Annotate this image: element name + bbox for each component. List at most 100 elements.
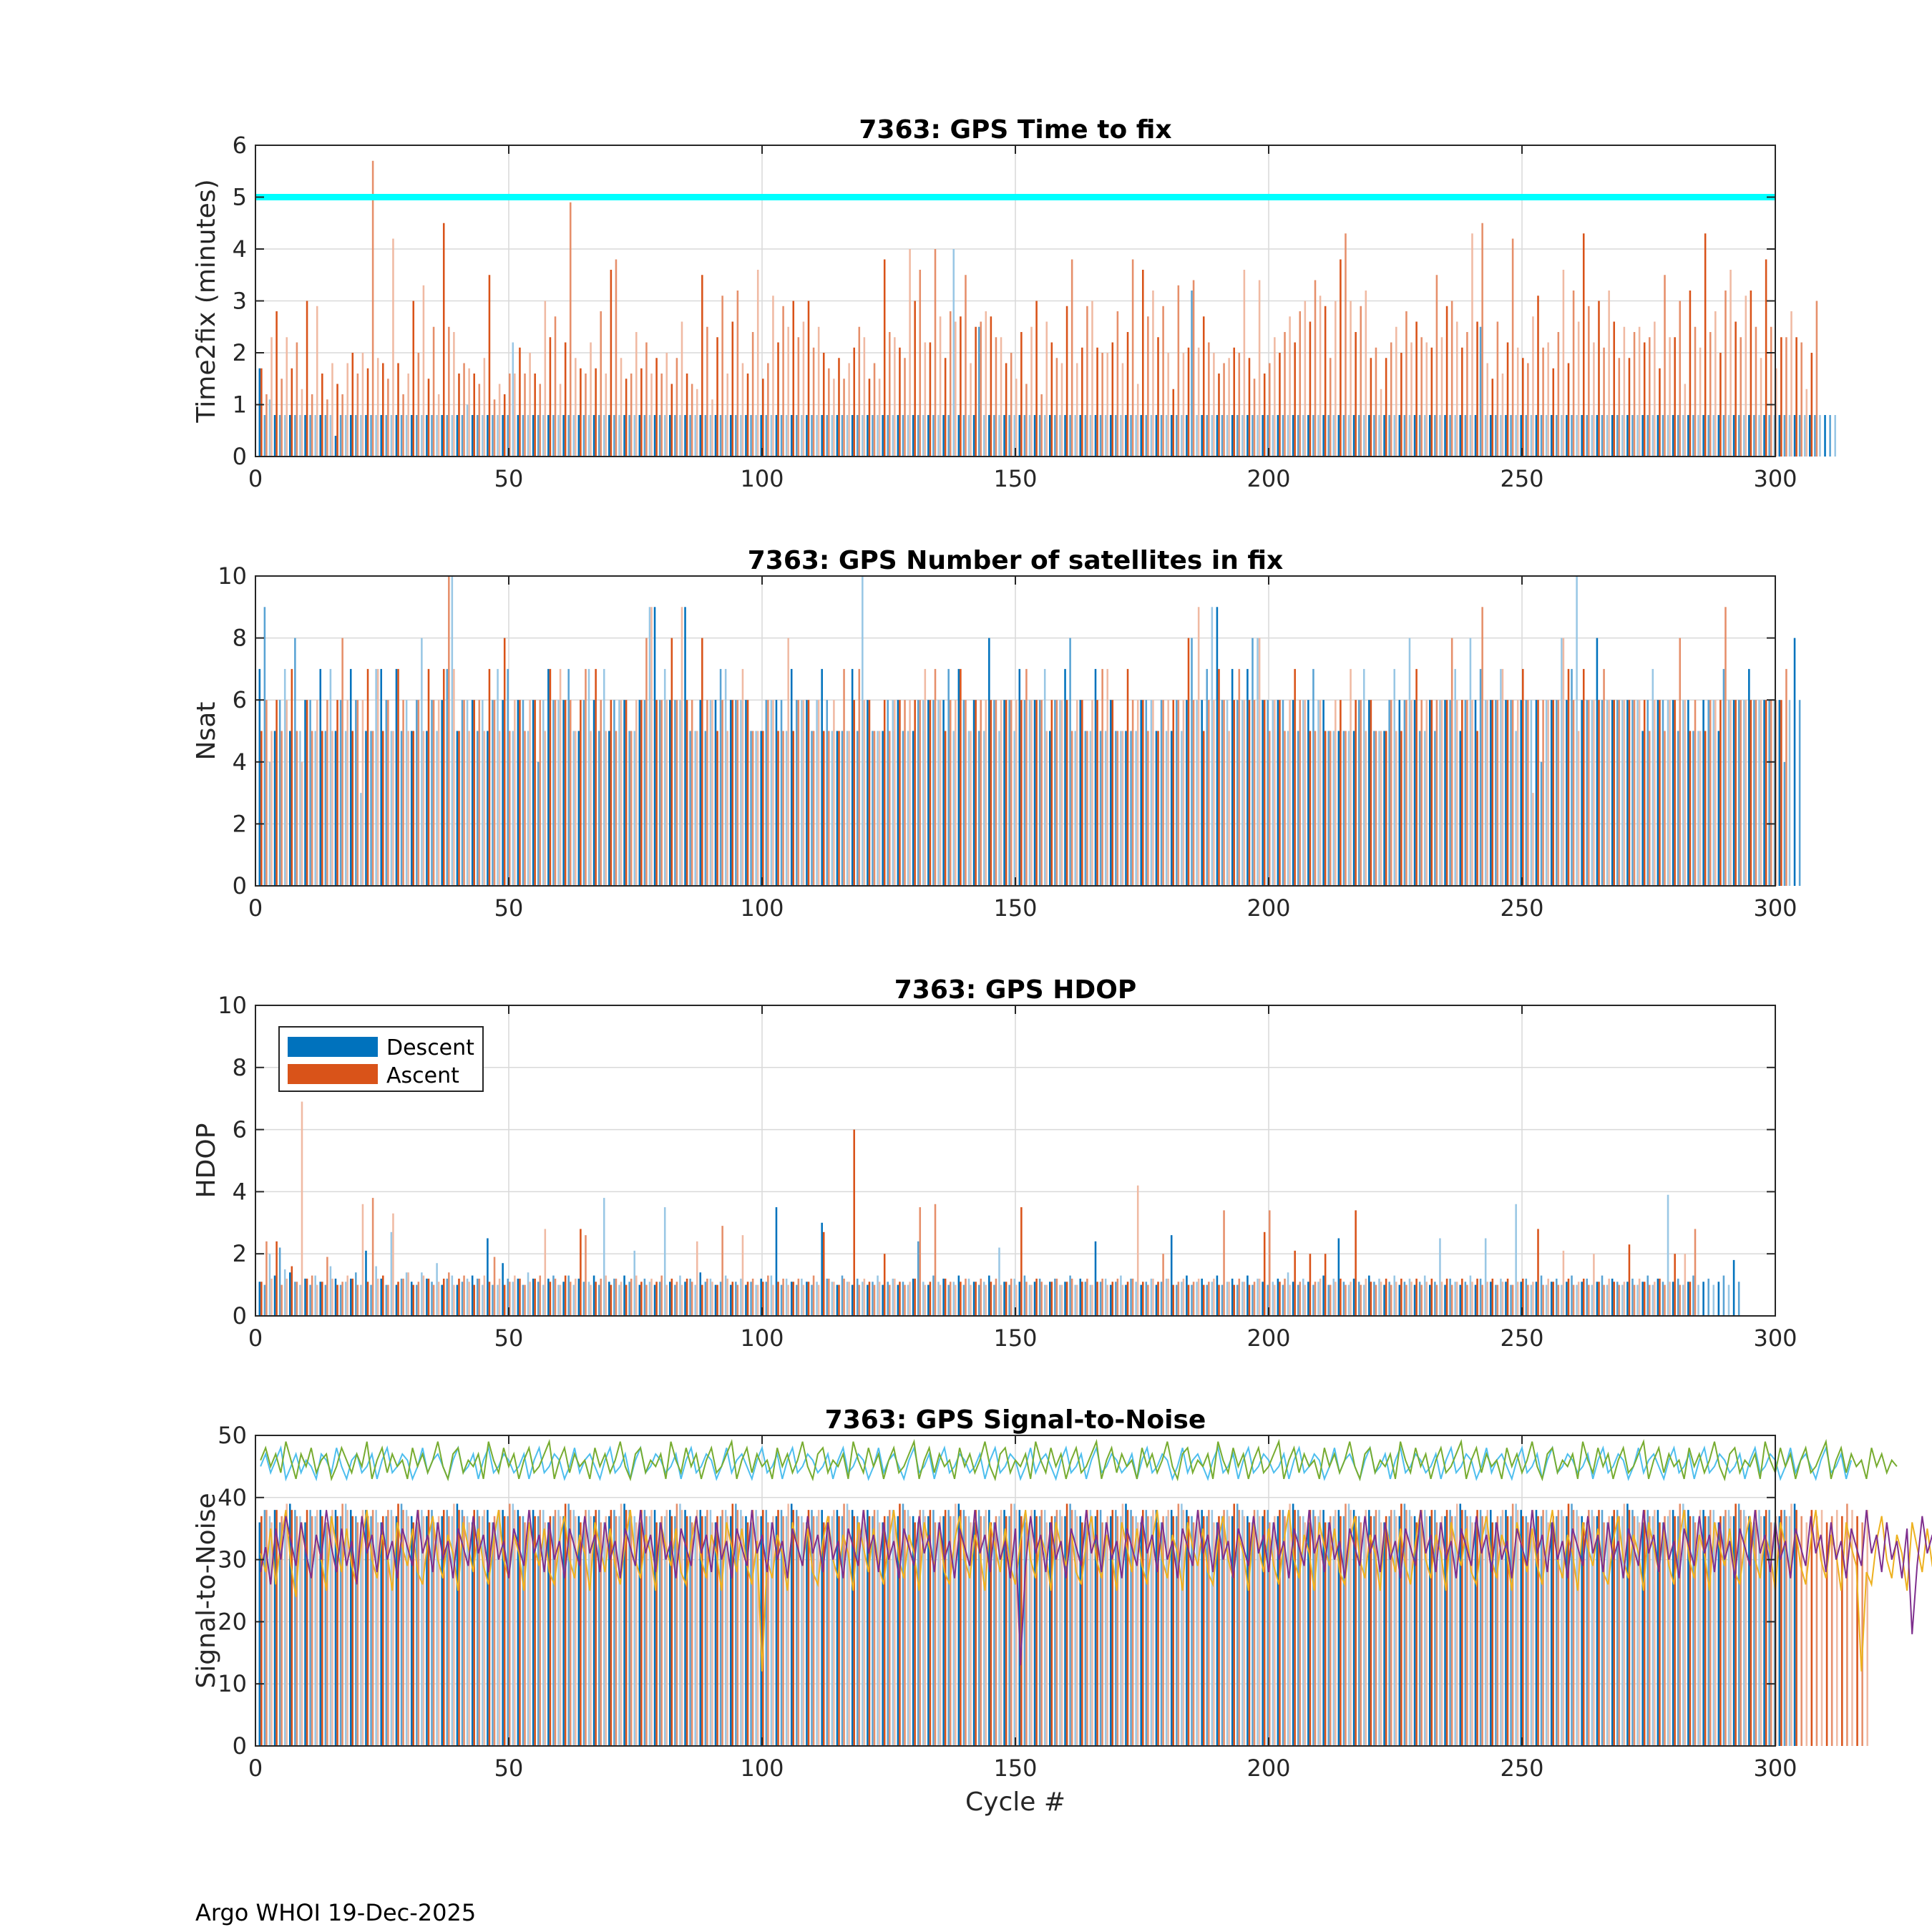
bar-descent: [1084, 1282, 1087, 1316]
bar-ascent: [817, 1284, 820, 1316]
bar-descent: [1246, 415, 1249, 457]
bar-ascent: [1263, 1510, 1266, 1746]
bar-descent: [395, 668, 398, 886]
bar-descent: [1272, 1522, 1274, 1746]
bar-ascent: [437, 394, 440, 457]
x-tick-label: 50: [494, 894, 524, 922]
bar-descent: [957, 415, 960, 457]
bar-descent: [740, 1510, 742, 1746]
bar-ascent: [1390, 342, 1392, 457]
bar-descent: [1089, 415, 1092, 457]
bar-ascent: [1284, 1278, 1286, 1316]
bar-ascent: [1415, 321, 1418, 457]
bar-ascent: [970, 731, 972, 886]
bar-descent: [887, 700, 889, 886]
bar-ascent: [580, 1229, 582, 1316]
bar-descent: [592, 1275, 595, 1316]
bar-descent: [841, 415, 844, 457]
bar-ascent: [686, 1516, 688, 1746]
bar-ascent: [1202, 1284, 1205, 1316]
bar-ascent: [1603, 668, 1605, 886]
bar-ascent: [670, 638, 673, 886]
bar-ascent: [1177, 1282, 1180, 1316]
bar-ascent: [1096, 700, 1098, 886]
bar-descent: [258, 368, 261, 457]
bar-ascent: [1547, 700, 1549, 886]
bar-descent: [456, 1503, 459, 1746]
bar-ascent: [1420, 1284, 1423, 1316]
legend-label-descent: Descent: [386, 1035, 474, 1060]
bar-descent: [1362, 1522, 1365, 1746]
bar-ascent: [787, 1284, 789, 1316]
bar-descent: [1449, 1510, 1451, 1746]
bar-ascent: [1516, 347, 1519, 457]
bar-ascent: [296, 342, 298, 457]
bar-ascent: [960, 316, 962, 457]
bar-ascent: [1649, 1516, 1651, 1746]
bar-descent: [816, 1516, 818, 1746]
bar-descent: [1084, 415, 1087, 457]
bar-ascent: [275, 1510, 278, 1746]
bar-ascent: [1162, 1254, 1164, 1316]
bar-descent: [1322, 1275, 1324, 1316]
bar-ascent: [919, 270, 922, 457]
bar-descent: [1089, 1510, 1092, 1746]
bar-descent: [1515, 415, 1517, 457]
bar-ascent: [270, 337, 273, 457]
bar-ascent: [397, 668, 399, 886]
legend: Descent Ascent: [278, 1026, 484, 1092]
bar-descent: [1505, 415, 1507, 457]
bar-descent: [532, 415, 535, 457]
bar-ascent: [797, 1278, 800, 1316]
bar-descent: [582, 1522, 585, 1746]
bar-ascent: [833, 700, 835, 886]
bar-descent: [1155, 415, 1158, 457]
bar-descent: [1545, 700, 1548, 886]
bar-ascent: [899, 1503, 901, 1746]
bar-descent: [471, 1275, 474, 1316]
bar-ascent: [630, 1516, 633, 1746]
bar-ascent: [361, 700, 364, 886]
bar-descent: [461, 1510, 464, 1746]
bar-descent: [512, 731, 514, 886]
bar-descent: [1135, 415, 1137, 457]
bar-descent: [299, 415, 301, 457]
bar-descent: [1332, 1278, 1335, 1316]
bar-ascent: [1106, 1284, 1108, 1316]
bar-descent: [1621, 1284, 1624, 1316]
snr-line-2: [260, 1438, 1898, 1482]
bar-descent: [421, 1510, 423, 1746]
bar-ascent: [1106, 668, 1108, 886]
bar-ascent: [1279, 700, 1281, 886]
bar-ascent: [1385, 731, 1387, 886]
bar-descent: [1246, 1275, 1249, 1316]
bar-descent: [1352, 1510, 1355, 1746]
bar-ascent: [1360, 306, 1362, 457]
bar-ascent: [777, 342, 779, 457]
bar-ascent: [716, 1516, 718, 1746]
bar-ascent: [1289, 700, 1291, 886]
bar-descent: [1317, 1516, 1319, 1746]
bar-descent: [1418, 731, 1421, 886]
bar-ascent: [1314, 280, 1317, 457]
bar-descent: [1418, 415, 1421, 457]
bar-ascent: [387, 700, 389, 886]
bar-descent: [283, 1516, 286, 1746]
bar-descent: [446, 1510, 449, 1746]
x-tick-label: 200: [1246, 1324, 1290, 1352]
bar-ascent: [883, 259, 886, 457]
bar-descent: [1181, 415, 1183, 457]
bar-ascent: [1598, 301, 1600, 457]
bar-descent: [1500, 668, 1502, 886]
bar-descent: [1561, 638, 1563, 886]
bar-descent: [1337, 731, 1340, 886]
bar-ascent: [1172, 389, 1175, 457]
bar-ascent: [904, 700, 906, 886]
bar-ascent: [463, 700, 465, 886]
bar-descent: [1236, 700, 1239, 886]
bar-ascent: [919, 1207, 922, 1316]
bar-ascent: [883, 1254, 886, 1316]
bar-descent: [1201, 1510, 1203, 1746]
bar-ascent: [1258, 1278, 1261, 1316]
bar-ascent: [397, 1503, 399, 1746]
